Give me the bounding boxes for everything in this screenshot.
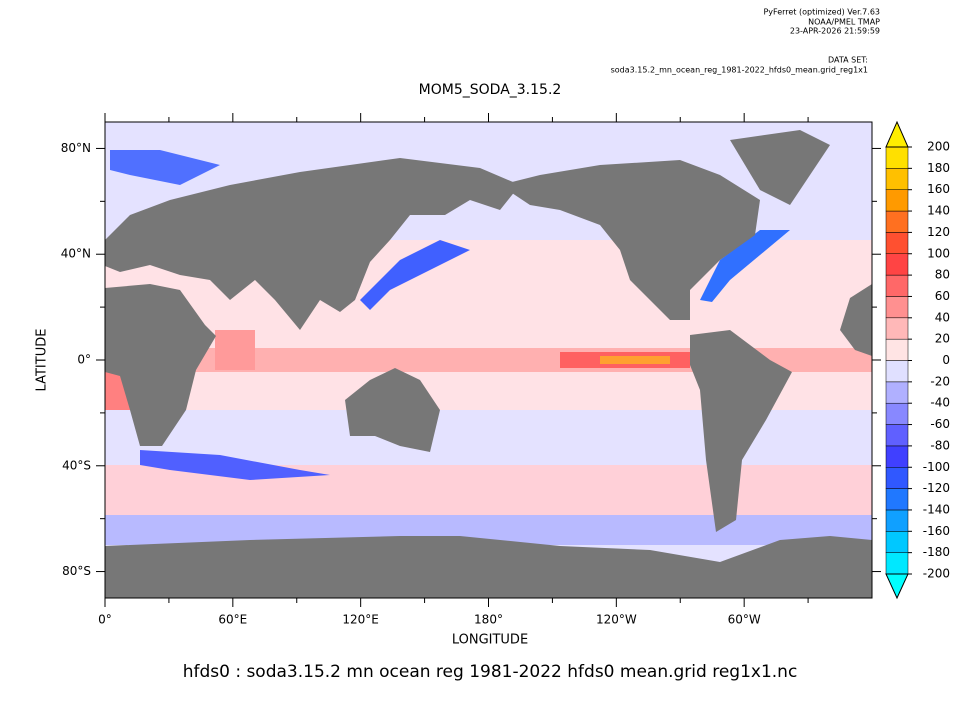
colorbar-cell [885, 296, 909, 319]
footer: hfds0 : soda3.15.2 mn ocean reg 1981-202… [183, 662, 798, 682]
y-tick-label: 80°S [62, 564, 91, 578]
eurasia [105, 158, 520, 330]
colorbar-cell [885, 445, 909, 468]
colorbar-cell [885, 189, 909, 212]
dataset-label: DATA SET: [828, 56, 868, 65]
org-label: NOAA/PMEL TMAP [808, 18, 880, 27]
x-tick-label: 60°E [218, 613, 247, 627]
x-tick-label: 120°W [596, 613, 637, 627]
colorbar-cell [885, 168, 909, 190]
colorbar-label: -60 [930, 417, 950, 431]
gulf-stream [700, 230, 790, 302]
colorbar-cell [885, 274, 909, 297]
equatorial-max [600, 356, 670, 364]
timestamp: 23-APR-2026 21:59:59 [790, 27, 880, 36]
x-tick-label: 180° [474, 613, 503, 627]
y-tick-label: 40°S [62, 458, 91, 472]
x-axis-label: LONGITUDE [452, 633, 528, 648]
x-tick-label: 120°E [342, 613, 379, 627]
colorbar-label: -180 [923, 545, 950, 559]
colorbar-label: 40 [935, 310, 950, 324]
colorbar-label: -200 [923, 567, 950, 581]
colorbar-cell [885, 232, 909, 254]
colorbar-cell [885, 402, 909, 425]
y-tick-label: 40°N [61, 247, 91, 261]
colorbar-label: 0 [942, 353, 950, 367]
colorbar-cell [885, 381, 909, 404]
colorbar-label: 200 [927, 140, 950, 154]
colorbar-label: 80 [935, 268, 950, 282]
colorbar-cell [885, 210, 909, 233]
colorbar-label: 120 [927, 225, 950, 239]
colorbar-cell [885, 253, 909, 276]
colorbar-label: 140 [927, 204, 950, 218]
south-america [690, 330, 792, 532]
colorbar-cell [885, 531, 909, 553]
colorbar-label: 180 [927, 161, 950, 175]
colorbar-cell [885, 488, 909, 511]
colorbar-cell [885, 317, 909, 340]
colorbar-cell [885, 360, 909, 383]
x-tick-label: 0° [98, 613, 112, 627]
y-tick-label: 0° [77, 353, 91, 367]
colorbar-label: -140 [923, 502, 950, 516]
y-tick-label: 80°N [61, 141, 91, 155]
map-field [105, 122, 872, 598]
colorbar-label: -160 [923, 524, 950, 538]
colorbar-label: -100 [923, 460, 950, 474]
colorbar-label: -80 [930, 438, 950, 452]
colorbar-cell [885, 424, 909, 447]
x-tick-label: 60°W [728, 613, 761, 627]
colorbar-label: 100 [927, 246, 950, 260]
west-africa [840, 284, 872, 356]
greenland [730, 130, 830, 205]
colorbar-label: 160 [927, 182, 950, 196]
nordic-seas [110, 150, 220, 185]
colorbar-cell [885, 338, 909, 361]
antarctica [105, 536, 872, 598]
dataset: soda3.15.2_mn_ocean_reg_1981-2022_hfds0_… [611, 66, 868, 75]
australia [345, 368, 440, 452]
colorbar-label: 20 [935, 332, 950, 346]
colorbar-cell [885, 146, 909, 169]
colorbar-label: -40 [930, 396, 950, 410]
colorbar-over [885, 120, 909, 148]
colorbar-under [885, 573, 909, 600]
chart-title: MOM5_SODA_3.15.2 [419, 82, 562, 98]
colorbar-label: -20 [930, 374, 950, 388]
agulhas [140, 450, 330, 480]
north-america [500, 160, 760, 320]
africa [105, 284, 216, 446]
somali [215, 330, 255, 370]
colorbar-cell [885, 467, 909, 489]
colorbar-label: 60 [935, 289, 950, 303]
kuroshio [360, 240, 470, 310]
colorbar-cell [885, 509, 909, 532]
y-axis-label: LATITUDE [35, 329, 50, 392]
software-label: PyFerret (optimized) Ver.7.63 [763, 8, 880, 17]
colorbar-label: -120 [923, 481, 950, 495]
colorbar-cell [885, 552, 909, 575]
